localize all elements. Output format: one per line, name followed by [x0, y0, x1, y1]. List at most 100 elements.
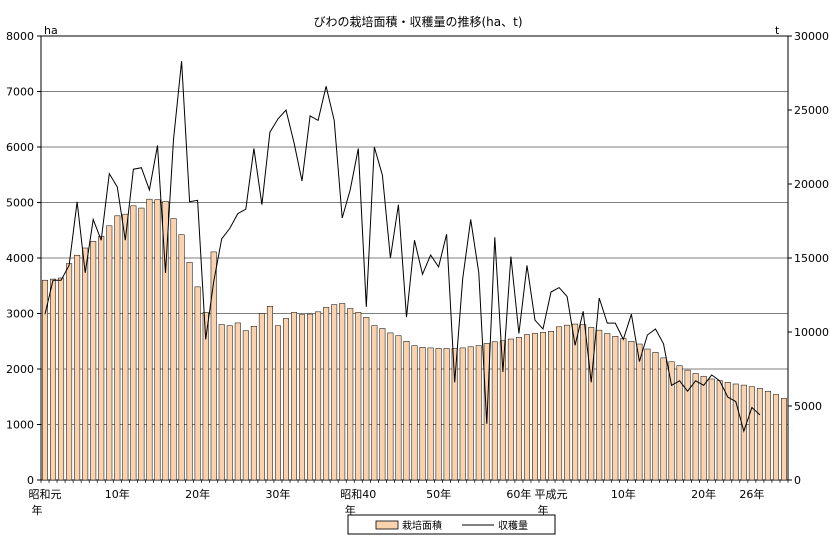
left-tick-label: 6000 [6, 141, 34, 154]
bar [58, 277, 65, 481]
bar [556, 326, 563, 481]
x-tick-label: 30年 [265, 487, 290, 501]
right-tick-label: 30000 [794, 30, 829, 43]
bar [339, 303, 346, 481]
bar [515, 337, 522, 481]
bar [732, 383, 739, 481]
right-tick-label: 5000 [794, 400, 822, 413]
left-tick-label: 2000 [6, 363, 34, 376]
bar [178, 234, 185, 481]
bar [331, 304, 338, 481]
bar [419, 347, 426, 481]
x-tick-sublabel: 年 [345, 503, 356, 517]
bar [363, 317, 370, 481]
bar [596, 329, 603, 481]
bar [411, 345, 418, 481]
bar [403, 341, 410, 481]
bar [451, 348, 458, 481]
bar [162, 201, 169, 481]
bar [122, 213, 129, 481]
left-tick-label: 1000 [6, 419, 34, 432]
bar [692, 373, 699, 481]
bar [274, 325, 281, 481]
bar [716, 380, 723, 481]
left-axis-unit: ha [44, 24, 58, 37]
bar [772, 394, 779, 481]
bar [644, 348, 651, 481]
bar [483, 343, 490, 481]
bar [130, 205, 137, 481]
bar [708, 378, 715, 481]
bar [475, 345, 482, 481]
bar [50, 278, 57, 481]
legend-box [347, 514, 556, 535]
bar [507, 338, 514, 481]
bar [588, 327, 595, 481]
line-series [44, 61, 761, 433]
bar [612, 336, 619, 481]
legend-line-label: 収穫量 [498, 520, 528, 532]
left-tick-label: 0 [27, 474, 34, 487]
bar [202, 312, 209, 481]
right-y-axis: 0 5000 10000 15000 20000 25000 30000 [788, 30, 829, 487]
bar [299, 314, 306, 481]
bar [226, 325, 233, 481]
x-tick-label: 昭和40 [340, 488, 376, 501]
bar [748, 386, 755, 481]
right-tick-label: 10000 [794, 326, 829, 339]
x-tick-label: 10年 [105, 487, 130, 501]
bar [379, 328, 386, 481]
bar [724, 382, 731, 481]
x-tick-label: 20年 [691, 487, 716, 501]
bar [170, 218, 177, 481]
left-tick-label: 5000 [6, 197, 34, 210]
right-tick-label: 15000 [794, 252, 829, 265]
bar [684, 369, 691, 481]
bar [540, 332, 546, 481]
x-tick-label: 60年 [506, 487, 531, 501]
bar [355, 312, 362, 481]
bar [604, 333, 611, 481]
bar [283, 318, 289, 481]
bar [106, 225, 113, 481]
left-y-axis: 0 1000 2000 3000 4000 5000 6000 7000 8000 [6, 30, 41, 487]
bar [98, 236, 105, 481]
bar [499, 340, 506, 481]
x-tick-label: 昭和元 [29, 488, 62, 501]
bar [700, 375, 707, 481]
bar [154, 199, 161, 481]
x-tick-sublabel: 年 [538, 503, 549, 517]
bar [315, 311, 322, 481]
bar-series [42, 198, 787, 481]
right-axis-unit: t [775, 24, 780, 37]
bar [523, 334, 530, 481]
bar [74, 254, 81, 481]
legend-bar-swatch [375, 520, 399, 530]
bar [42, 279, 48, 481]
bar [676, 365, 683, 481]
bar [194, 286, 201, 481]
right-tick-label: 25000 [794, 104, 829, 117]
bar [242, 330, 249, 481]
bar [90, 241, 97, 481]
bar [532, 333, 538, 481]
bar [668, 361, 675, 481]
left-tick-label: 3000 [6, 308, 34, 321]
bar [371, 325, 378, 481]
line-series-path [44, 61, 761, 433]
right-tick-label: 20000 [794, 178, 829, 191]
bar [491, 341, 498, 481]
bar [82, 247, 89, 481]
bar [660, 357, 667, 481]
bar [266, 306, 273, 481]
x-tick-sublabel: 年 [32, 503, 43, 517]
bar [636, 343, 643, 481]
bar [652, 352, 659, 481]
bar [756, 388, 763, 481]
bar [347, 308, 354, 481]
legend-bar-label: 栽培面積 [402, 519, 442, 532]
bar [323, 307, 330, 481]
bar [250, 326, 257, 481]
left-tick-label: 8000 [6, 30, 34, 43]
